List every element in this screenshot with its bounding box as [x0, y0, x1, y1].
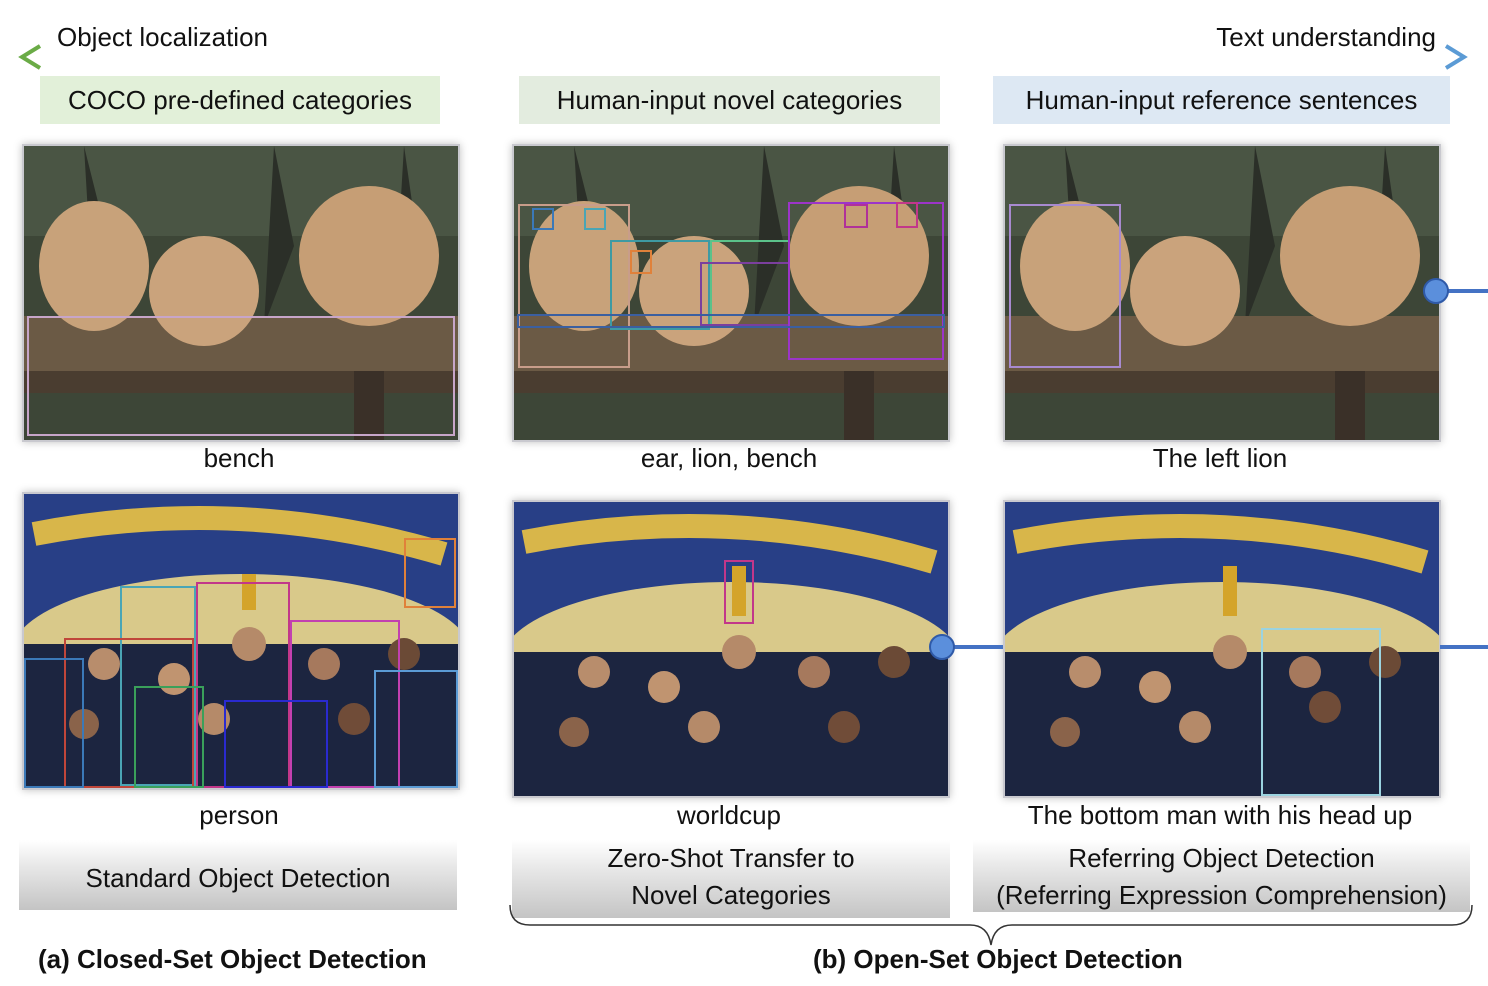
bbox-ear — [844, 204, 868, 228]
task-zero-shot-line1: Zero-Shot Transfer to — [607, 843, 855, 873]
worldcup-scene — [24, 494, 458, 788]
bbox-ear — [584, 208, 606, 230]
bbox-worldcup — [724, 560, 754, 624]
caption-ear-lion-bench: ear, lion, bench — [640, 443, 818, 473]
worldcup-photo-standard — [22, 492, 460, 790]
bbox-bottom-man — [1261, 628, 1381, 796]
bbox-ear — [532, 208, 554, 230]
bbox-bench — [27, 316, 455, 436]
task-zero-shot: Zero-Shot Transfer to Novel Categories — [512, 840, 950, 918]
lion-scene — [1005, 146, 1439, 440]
task-referring-line2: (Referring Expression Comprehension) — [996, 880, 1447, 910]
bbox-person — [134, 686, 204, 788]
caption-worldcup: worldcup — [676, 800, 782, 830]
axis-arrow — [18, 44, 1468, 70]
task-referring: Referring Object Detection (Referring Ex… — [973, 840, 1470, 912]
task-referring-line1: Referring Object Detection — [1068, 843, 1375, 873]
text-understanding-label: Text understanding — [1216, 22, 1436, 52]
object-localization-label: Object localization — [57, 22, 268, 52]
caption-person: person — [199, 800, 279, 830]
caption-left-lion: The left lion — [1152, 443, 1288, 473]
worldcup-scene — [514, 502, 948, 796]
bbox-lion — [610, 240, 710, 330]
task-standard-detection: Standard Object Detection — [19, 840, 457, 910]
bbox-person — [64, 638, 194, 788]
bbox-person — [224, 700, 328, 788]
lion-photo-novel — [512, 144, 950, 442]
bbox-bench — [517, 314, 945, 328]
bbox-ear — [630, 250, 652, 274]
lion-scene — [24, 146, 458, 440]
worldcup-scene — [1005, 502, 1439, 796]
header-novel-categories: Human-input novel categories — [519, 76, 940, 124]
worldcup-photo-novel — [512, 500, 950, 798]
caption-bottom-man: The bottom man with his head up — [1027, 800, 1413, 830]
bbox-person — [404, 538, 456, 608]
bbox-lion — [788, 202, 944, 360]
closed-set-title: (a) Closed-Set Object Detection — [38, 944, 427, 974]
lion-photo-standard — [22, 144, 460, 442]
header-reference-sentences: Human-input reference sentences — [993, 76, 1450, 124]
caption-bench: bench — [203, 443, 275, 473]
bbox-ear — [896, 202, 918, 228]
open-set-title: (b) Open-Set Object Detection — [813, 944, 1183, 974]
task-zero-shot-line2: Novel Categories — [631, 880, 831, 910]
bbox-person — [290, 620, 400, 788]
bbox-person — [374, 670, 458, 788]
bbox-left-lion — [1009, 204, 1121, 368]
bbox-lion — [518, 204, 630, 368]
header-coco-categories: COCO pre-defined categories — [40, 76, 440, 124]
bbox-person — [24, 658, 84, 788]
worldcup-photo-referring — [1003, 500, 1441, 798]
